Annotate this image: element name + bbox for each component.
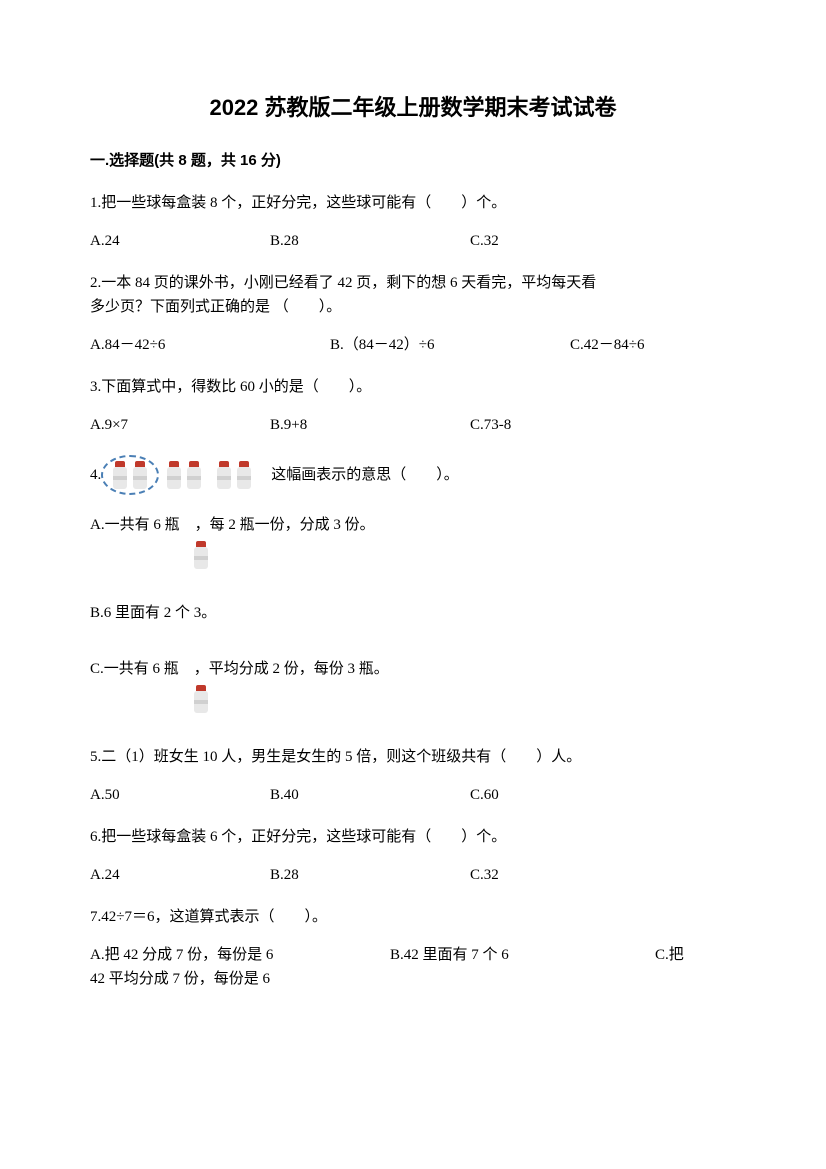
bottle-group-1-icon (101, 455, 159, 495)
bottle-group-2-icon (159, 459, 209, 491)
bottle-icon (185, 461, 203, 489)
q6-option-b: B.28 (270, 863, 470, 887)
q7-option-c: C.把 (655, 943, 735, 967)
question-3: 3.下面算式中，得数比 60 小的是（ ）。 A.9×7 B.9+8 C.73-… (90, 375, 736, 437)
q2-text: 2.一本 84 页的课外书，小刚已经看了 42 页，剩下的想 6 天看完，平均每… (90, 271, 736, 319)
q7-text: 7.42÷7＝6，这道算式表示（ ）。 (90, 905, 736, 929)
q3-option-c: C.73-8 (470, 413, 736, 437)
q2-options: A.84－42÷6 B.（84－42）÷6 C.42－84÷6 (90, 333, 736, 357)
q1-option-c: C.32 (470, 229, 736, 253)
exam-title: 2022 苏教版二年级上册数学期末考试试卷 (90, 90, 736, 125)
section-1-header: 一.选择题(共 8 题，共 16 分) (90, 149, 736, 173)
question-1: 1.把一些球每盒装 8 个，正好分完，这些球可能有（ ）个。 A.24 B.28… (90, 191, 736, 253)
q3-options: A.9×7 B.9+8 C.73-8 (90, 413, 736, 437)
q4-suffix: 这幅画表示的意思（ ）。 (271, 463, 459, 487)
q1-text: 1.把一些球每盒装 8 个，正好分完，这些球可能有（ ）个。 (90, 191, 736, 215)
q1-option-b: B.28 (270, 229, 470, 253)
q5-text: 5.二（1）班女生 10 人，男生是女生的 5 倍，则这个班级共有（ ）人。 (90, 745, 736, 769)
bottle-icon (192, 541, 210, 569)
q3-option-a: A.9×7 (90, 413, 270, 437)
bottle-icon (131, 461, 149, 489)
q6-option-c: C.32 (470, 863, 736, 887)
q7-option-b: B.42 里面有 7 个 6 (390, 943, 655, 967)
question-7: 7.42÷7＝6，这道算式表示（ ）。 A.把 42 分成 7 份，每份是 6 … (90, 905, 736, 991)
q2-option-b: B.（84－42）÷6 (330, 333, 570, 357)
question-6: 6.把一些球每盒装 6 个，正好分完，这些球可能有（ ）个。 A.24 B.28… (90, 825, 736, 887)
q5-option-a: A.50 (90, 783, 270, 807)
q5-option-b: B.40 (270, 783, 470, 807)
bottle-icon (235, 461, 253, 489)
q4-option-a-text: A.一共有 6 瓶 ，每 2 瓶一份，分成 3 份。 (90, 517, 375, 533)
q7-options: A.把 42 分成 7 份，每份是 6 B.42 里面有 7 个 6 C.把 4… (90, 943, 736, 991)
q4-prefix: 4. (90, 463, 101, 487)
question-2: 2.一本 84 页的课外书，小刚已经看了 42 页，剩下的想 6 天看完，平均每… (90, 271, 736, 357)
q4-option-b: B.6 里面有 2 个 3。 (90, 601, 736, 625)
bottle-icon (111, 461, 129, 489)
q5-option-c: C.60 (470, 783, 736, 807)
bottle-group-3-icon (209, 459, 259, 491)
q4-option-c: C.一共有 6 瓶 ，平均分成 2 份，每份 3 瓶。 (90, 657, 736, 713)
q4-stem: 4. 这幅画表示的意思（ ）。 (90, 455, 736, 495)
q3-text: 3.下面算式中，得数比 60 小的是（ ）。 (90, 375, 736, 399)
q2-text-line1: 2.一本 84 页的课外书，小刚已经看了 42 页，剩下的想 6 天看完，平均每… (90, 275, 596, 291)
bottle-icon (192, 685, 210, 713)
q4-option-a: A.一共有 6 瓶 ，每 2 瓶一份，分成 3 份。 (90, 513, 736, 569)
q4-option-c-text: C.一共有 6 瓶 ，平均分成 2 份，每份 3 瓶。 (90, 661, 389, 677)
q7-option-a: A.把 42 分成 7 份，每份是 6 (90, 943, 390, 967)
q2-text-line2: 多少页？下面列式正确的是 （ ）。 (90, 299, 341, 315)
bottle-icon (215, 461, 233, 489)
q3-option-b: B.9+8 (270, 413, 470, 437)
q6-options: A.24 B.28 C.32 (90, 863, 736, 887)
q2-option-c: C.42－84÷6 (570, 333, 736, 357)
bottle-icon (165, 461, 183, 489)
question-4: 4. 这幅画表示的意思（ ）。 A.一共有 6 瓶 ，每 2 瓶一份，分成 3 … (90, 455, 736, 713)
question-5: 5.二（1）班女生 10 人，男生是女生的 5 倍，则这个班级共有（ ）人。 A… (90, 745, 736, 807)
q4-option-b-text: B.6 里面有 2 个 3。 (90, 605, 216, 621)
q2-option-a: A.84－42÷6 (90, 333, 330, 357)
q6-text: 6.把一些球每盒装 6 个，正好分完，这些球可能有（ ）个。 (90, 825, 736, 849)
q1-option-a: A.24 (90, 229, 270, 253)
q6-option-a: A.24 (90, 863, 270, 887)
q1-options: A.24 B.28 C.32 (90, 229, 736, 253)
q7-option-c-continuation: 42 平均分成 7 份，每份是 6 (90, 967, 736, 991)
q5-options: A.50 B.40 C.60 (90, 783, 736, 807)
